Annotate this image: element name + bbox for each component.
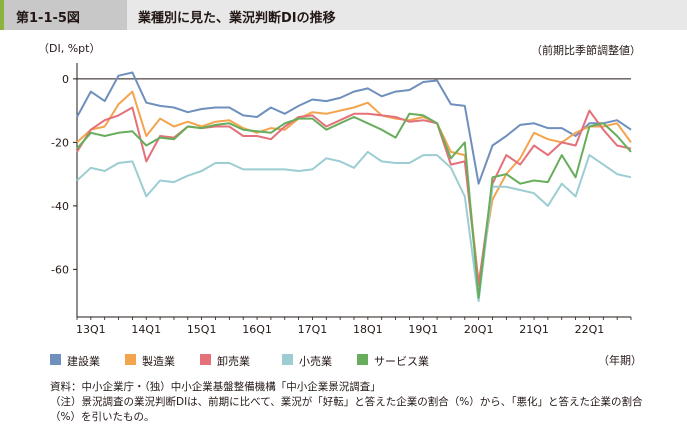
- y-tick-label: -40: [51, 200, 69, 213]
- legend-label: 建設業: [67, 355, 100, 368]
- y-tick-label: -20: [51, 136, 69, 149]
- series-line: [76, 71, 632, 185]
- legend-label: 卸売業: [217, 355, 250, 368]
- figure-header: 第1-1-5図 業種別に見た、業況判断DIの推移: [0, 0, 687, 30]
- series-line: [76, 112, 632, 299]
- figure-number: 第1-1-5図: [16, 11, 80, 26]
- legend-swatch: [125, 354, 136, 365]
- x-tick-label: 15Q1: [187, 323, 217, 336]
- legend-swatch: [282, 354, 293, 365]
- y-tick-label: 0: [62, 73, 69, 86]
- x-tick-label: 13Q1: [76, 323, 106, 336]
- x-tick-label: 14Q1: [131, 323, 161, 336]
- x-tick-label: 18Q1: [353, 323, 383, 336]
- source-note: 資料：中小企業庁・（独）中小企業基盤整備機構「中小企業景況調査」: [50, 381, 381, 393]
- series-line: [76, 150, 632, 303]
- x-tick-label: 17Q1: [298, 323, 328, 336]
- x-axis-unit-label: （年期）: [598, 354, 642, 367]
- x-tick-label: 21Q1: [519, 323, 549, 336]
- series-line: [76, 90, 632, 284]
- legend-swatch: [50, 354, 61, 365]
- series-line: [76, 106, 632, 287]
- legend-swatch: [200, 354, 211, 365]
- legend-swatch: [357, 354, 368, 365]
- x-tick-label: 22Q1: [575, 323, 605, 336]
- x-tick-label: 20Q1: [464, 323, 494, 336]
- legend-label: サービス業: [374, 355, 429, 368]
- figure-title: 業種別に見た、業況判断DIの推移: [138, 11, 336, 26]
- y-tick-label: -60: [51, 263, 69, 276]
- definition-note-line-1: （注）景況調査の業況判断DIは、前期に比べて、業況が「好転」と答えた企業の割合（…: [50, 396, 643, 408]
- y-axis-unit-label: （DI, %pt）: [38, 42, 101, 55]
- legend-label: 小売業: [299, 355, 332, 368]
- figure-number-tag: [0, 0, 127, 30]
- figure-notes: 資料：中小企業庁・（独）中小企業基盤整備機構「中小企業景況調査」 （注）景況調査…: [50, 380, 642, 425]
- x-tick-label: 16Q1: [242, 323, 272, 336]
- legend-label: 製造業: [142, 355, 175, 368]
- x-tick-label: 19Q1: [408, 323, 438, 336]
- seasonal-adjustment-note: （前期比季節調整値）: [531, 44, 641, 57]
- definition-note-line-2: （%）を引いたもの。: [50, 411, 155, 423]
